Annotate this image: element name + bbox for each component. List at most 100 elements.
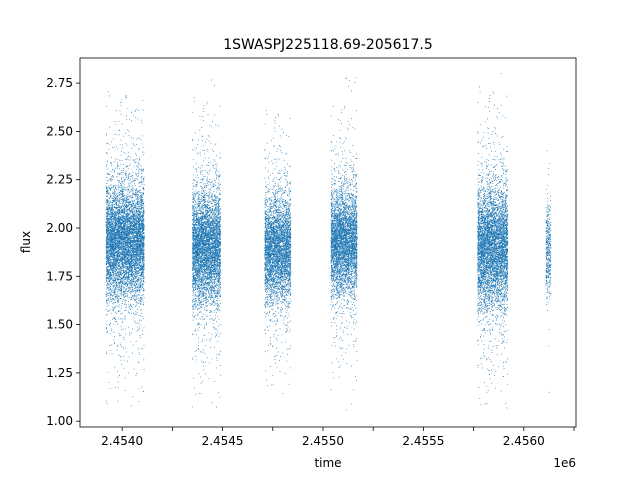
data-point [119, 271, 120, 272]
data-point [123, 172, 124, 173]
data-point [139, 257, 140, 258]
data-point [114, 276, 115, 277]
data-point [107, 303, 108, 304]
data-point [121, 364, 122, 365]
data-point [106, 249, 107, 250]
data-point [117, 291, 118, 292]
data-point [125, 96, 126, 97]
data-point [133, 216, 134, 217]
data-point [125, 302, 126, 303]
data-point [139, 328, 140, 329]
data-point [113, 211, 114, 212]
data-point [110, 224, 111, 225]
data-point [127, 187, 128, 188]
data-point [138, 172, 139, 173]
data-point [128, 373, 129, 374]
data-point [129, 248, 130, 249]
data-point [124, 184, 125, 185]
data-point [113, 210, 114, 211]
data-point [142, 152, 143, 153]
data-point [129, 285, 130, 286]
data-point [143, 181, 144, 182]
data-point [112, 229, 113, 230]
data-point [128, 287, 129, 288]
data-point [114, 307, 115, 308]
data-point [135, 117, 136, 118]
data-point [131, 222, 132, 223]
data-point [119, 173, 120, 174]
data-point [117, 244, 118, 245]
data-point [137, 179, 138, 180]
data-point [134, 314, 135, 315]
data-point [131, 271, 132, 272]
data-point [134, 284, 135, 285]
data-point [129, 287, 130, 288]
data-point [141, 196, 142, 197]
data-point [141, 194, 142, 195]
data-point [110, 205, 111, 206]
data-point [134, 296, 135, 297]
data-point [138, 261, 139, 262]
data-point [138, 148, 139, 149]
data-point [123, 164, 124, 165]
data-point [121, 292, 122, 293]
data-point [123, 231, 124, 232]
data-point [110, 193, 111, 194]
data-point [133, 115, 134, 116]
data-point [107, 262, 108, 263]
data-point [120, 268, 121, 269]
data-point [126, 264, 127, 265]
data-point [133, 194, 134, 195]
data-point [107, 314, 108, 315]
data-point [113, 138, 114, 139]
data-point [123, 251, 124, 252]
data-point [107, 304, 108, 305]
data-point [111, 220, 112, 221]
data-point [129, 260, 130, 261]
data-point [126, 300, 127, 301]
data-point [120, 285, 121, 286]
data-point [117, 200, 118, 201]
data-point [140, 304, 141, 305]
data-point [129, 205, 130, 206]
data-point [140, 209, 141, 210]
data-point [123, 152, 124, 153]
data-point [138, 195, 139, 196]
data-point [143, 277, 144, 278]
data-point [113, 283, 114, 284]
data-point [142, 215, 143, 216]
data-point [135, 195, 136, 196]
data-point [111, 301, 112, 302]
data-point [132, 231, 133, 232]
data-point [113, 218, 114, 219]
data-point [110, 288, 111, 289]
data-point [138, 329, 139, 330]
data-point [133, 138, 134, 139]
data-point [122, 124, 123, 125]
data-point [115, 281, 116, 282]
data-point [142, 279, 143, 280]
data-point [139, 159, 140, 160]
data-point [116, 288, 117, 289]
data-point [127, 272, 128, 273]
data-point [113, 310, 114, 311]
data-point [137, 203, 138, 204]
data-point [139, 216, 140, 217]
data-point [114, 171, 115, 172]
data-point [134, 261, 135, 262]
data-point [116, 283, 117, 284]
data-point [113, 176, 114, 177]
data-point [114, 278, 115, 279]
data-point [118, 219, 119, 220]
data-point [130, 183, 131, 184]
data-point [136, 250, 137, 251]
data-point [117, 301, 118, 302]
data-point [143, 199, 144, 200]
data-point [140, 196, 141, 197]
data-point [116, 134, 117, 135]
data-point [135, 299, 136, 300]
data-point [143, 100, 144, 101]
data-point [138, 162, 139, 163]
data-point [116, 200, 117, 201]
data-point [124, 293, 125, 294]
